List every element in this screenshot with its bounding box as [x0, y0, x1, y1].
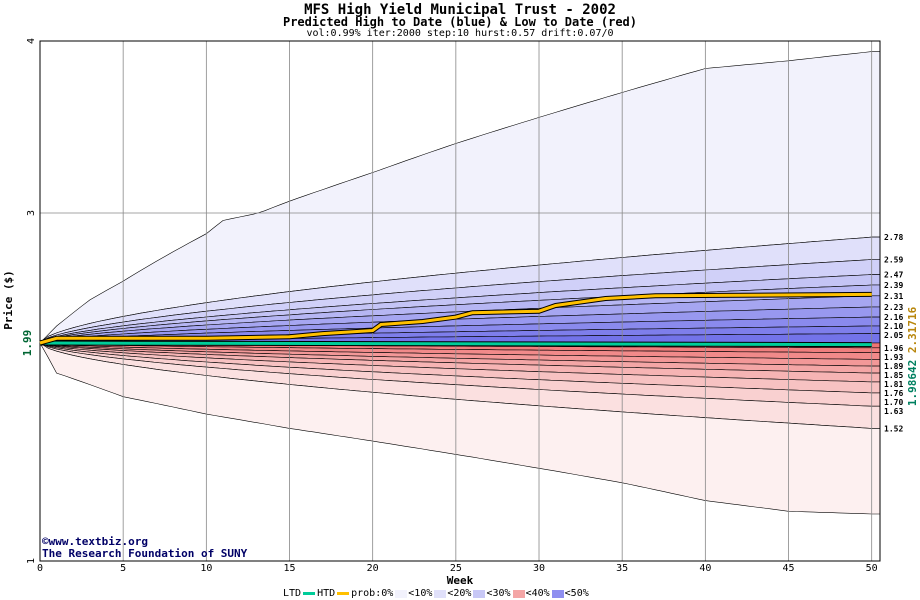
y-marker-label: 1.99 [21, 330, 34, 357]
legend-band-10-label: <10% [408, 588, 433, 599]
x-tick-label: 30 [533, 563, 545, 574]
x-axis-label: Week [447, 574, 474, 587]
end-value-label: 1.52 [884, 424, 903, 433]
credit-url-text: www.textbiz.org [48, 535, 148, 548]
y-tick-label: 1 [26, 558, 37, 564]
x-tick-label: 40 [699, 563, 711, 574]
legend-band-30-label: <30% [486, 588, 511, 599]
legend-ltd-swatch [303, 592, 316, 595]
htd-value-label: 2.31716 [906, 306, 919, 353]
legend: LTD HTD prob:0% <10% <20% <30% <40% <50% [283, 588, 589, 599]
chart-title: MFS High Yield Municipal Trust - 2002 [304, 2, 616, 18]
end-value-label: 1.81 [884, 380, 903, 389]
x-tick-label: 35 [616, 563, 628, 574]
end-value-label: 1.85 [884, 371, 903, 380]
end-value-label: 2.39 [884, 281, 903, 290]
chart-params: vol:0.99% iter:2000 step:10 hurst:0.57 d… [306, 28, 614, 39]
x-tick-label: 20 [367, 563, 379, 574]
end-value-label: 1.96 [884, 344, 903, 353]
x-tick-label: 50 [866, 563, 878, 574]
legend-band-10 [434, 589, 447, 598]
legend-band-40 [551, 589, 564, 598]
x-tick-label: 25 [450, 563, 462, 574]
end-value-label: 2.47 [884, 271, 903, 280]
end-value-label: 1.70 [884, 398, 903, 407]
x-tick-label: 5 [120, 563, 126, 574]
plot-border [39, 40, 881, 562]
end-value-label: 1.63 [884, 407, 903, 416]
end-value-label: 2.23 [884, 303, 903, 312]
chart-subtitle: Predicted High to Date (blue) & Low to D… [282, 15, 637, 29]
end-value-label: 2.05 [884, 331, 903, 340]
copyright-icon: © [42, 535, 49, 548]
x-tick-label: 45 [782, 563, 794, 574]
credit-org: The Research Foundation of SUNY [42, 547, 248, 560]
legend-band-20-label: <20% [447, 588, 472, 599]
end-value-label: 2.78 [884, 233, 903, 242]
legend-prob-label: prob:0% [351, 588, 394, 599]
ltd-line [39, 341, 872, 347]
legend-band-40-label: <40% [525, 588, 550, 599]
y-tick-label: 4 [26, 38, 37, 44]
legend-band-20 [473, 589, 486, 598]
end-value-label: 2.10 [884, 322, 903, 331]
end-value-label: 1.76 [884, 389, 903, 398]
legend-htd-swatch [337, 592, 350, 595]
y-axis-label: Price ($) [2, 270, 15, 330]
x-tick-label: 0 [37, 563, 43, 574]
end-value-label: 1.89 [884, 362, 903, 371]
legend-htd-label: HTD [317, 588, 336, 599]
y-tick-label: 3 [26, 210, 37, 216]
legend-ltd-label: LTD [283, 588, 302, 599]
end-value-label: 2.59 [884, 256, 903, 265]
legend-band-30 [512, 589, 525, 598]
x-tick-label: 15 [283, 563, 295, 574]
ltd-value-label: 1.98642 [906, 360, 919, 406]
end-value-label: 1.93 [884, 353, 903, 362]
end-value-label: 2.16 [884, 313, 903, 322]
legend-band-0 [395, 589, 408, 598]
x-tick-label: 10 [200, 563, 212, 574]
htd-line [39, 292, 872, 345]
credit-url[interactable]: ©www.textbiz.org [42, 535, 148, 548]
legend-band-50-label: <50% [564, 588, 589, 599]
end-value-label: 2.31 [884, 292, 903, 301]
